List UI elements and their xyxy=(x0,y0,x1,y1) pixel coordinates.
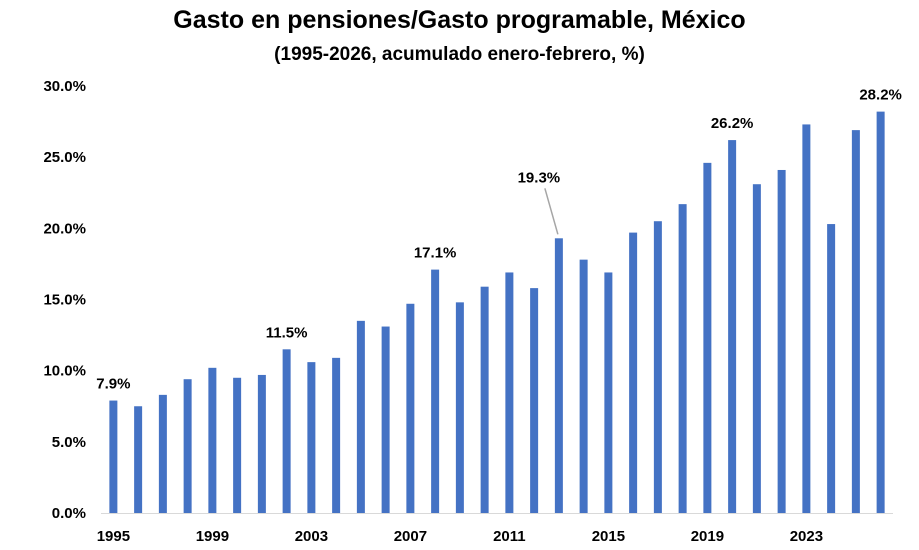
data-label: 7.9% xyxy=(96,376,130,393)
bar-2009 xyxy=(455,302,464,513)
bar-1999 xyxy=(208,367,217,513)
x-tick-label: 2011 xyxy=(493,528,526,545)
bar-2014 xyxy=(579,259,588,513)
chart-subtitle: (1995-2026, acumulado enero-febrero, %) xyxy=(274,44,645,65)
x-axis: 1995 1999 2003 2007 2011 2015 2019 2023 xyxy=(97,528,823,545)
bar-2017 xyxy=(653,221,662,513)
bar-2011 xyxy=(505,272,514,513)
data-label: 17.1% xyxy=(414,245,457,262)
bar-2013 xyxy=(554,238,563,513)
chart-title: Gasto en pensiones/Gasto programable, Mé… xyxy=(173,6,746,34)
bar-2004 xyxy=(332,357,341,513)
x-tick-label: 2015 xyxy=(592,528,625,545)
bar-2002 xyxy=(282,349,291,513)
bar-2015 xyxy=(604,272,613,513)
bar-2007 xyxy=(406,303,415,513)
bar-1997 xyxy=(158,394,167,513)
bar-2000 xyxy=(233,377,242,513)
bar-2016 xyxy=(629,232,638,513)
y-tick-label: 20.0% xyxy=(43,220,86,237)
data-label-leader-line xyxy=(544,188,559,235)
bar-2019 xyxy=(703,162,712,514)
x-tick-label: 2023 xyxy=(790,528,823,545)
data-label: 11.5% xyxy=(266,324,308,341)
bar-2010 xyxy=(480,286,489,513)
x-tick-label: 1995 xyxy=(97,528,130,545)
bar-1996 xyxy=(134,406,143,513)
bar-2025 xyxy=(851,130,860,513)
bar-2001 xyxy=(257,374,266,513)
bar-2020 xyxy=(728,140,737,513)
y-tick-label: 30.0% xyxy=(43,78,86,95)
x-tick-label: 1999 xyxy=(196,528,229,545)
y-tick-label: 15.0% xyxy=(43,292,86,309)
bar-1998 xyxy=(183,379,192,513)
bar-2026 xyxy=(876,111,885,514)
bar-2003 xyxy=(307,362,316,513)
data-label: 26.2% xyxy=(711,115,754,132)
bar-1995 xyxy=(109,400,118,513)
x-tick-label: 2019 xyxy=(691,528,724,545)
data-label: 28.2% xyxy=(859,87,902,104)
bar-2023 xyxy=(802,124,811,514)
bar-2018 xyxy=(678,204,687,514)
bar-2022 xyxy=(777,169,786,513)
x-tick-label: 2007 xyxy=(394,528,427,545)
bar-2008 xyxy=(431,269,440,513)
bar-series xyxy=(109,111,885,514)
y-tick-label: 25.0% xyxy=(43,149,86,166)
y-tick-label: 0.0% xyxy=(52,505,86,522)
bar-2021 xyxy=(752,184,761,513)
bar-2012 xyxy=(530,288,539,513)
data-labels: 7.9% 11.5% 17.1% 19.3% 26.2% 28.2% xyxy=(96,87,902,393)
y-tick-label: 5.0% xyxy=(52,434,86,451)
bar-2024 xyxy=(827,224,836,513)
bar-2006 xyxy=(381,326,390,513)
bar-2005 xyxy=(356,320,365,513)
y-tick-label: 10.0% xyxy=(43,363,86,380)
y-axis: 0.0% 5.0% 10.0% 15.0% 20.0% 25.0% 30.0% xyxy=(43,78,86,522)
data-label: 19.3% xyxy=(518,169,561,186)
x-tick-label: 2003 xyxy=(295,528,328,545)
